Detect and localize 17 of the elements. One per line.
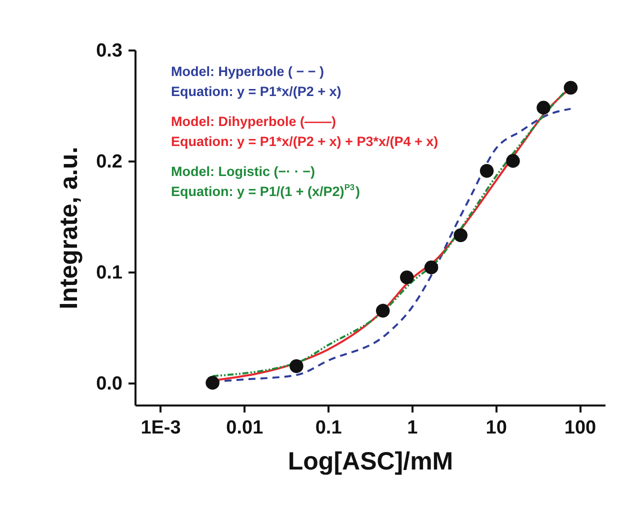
x-tick-label: 0.01 [226, 418, 264, 438]
y-tick-label: 0.3 [96, 40, 122, 62]
annotation: Equation: y = P1*x/(P2 + x) [171, 84, 342, 99]
y-tick-label: 0.0 [96, 373, 122, 394]
annotation: Model: Dihyperbole (——) [171, 114, 336, 129]
y-tick-label: 0.1 [96, 262, 123, 284]
x-tick-label: 0.1 [315, 418, 342, 438]
x-tick-label: 1 [407, 418, 418, 438]
annotation: Model: Hyperbole ( − − ) [171, 64, 324, 79]
x-tick-label: 10 [486, 418, 507, 438]
annotation: Equation: y = P1*x/(P2 + x) + P3*x/(P4 + x) [171, 134, 438, 149]
annotation: Model: Logistic (−· · −) [171, 164, 315, 179]
y-axis-title: Integrate, a.u. [55, 146, 84, 310]
y-tick-label: 0.2 [96, 151, 122, 172]
x-tick-label: 1E-3 [140, 418, 181, 438]
x-tick-label: 100 [564, 418, 596, 438]
x-axis-title: Log[ASC]/mM [288, 448, 454, 476]
